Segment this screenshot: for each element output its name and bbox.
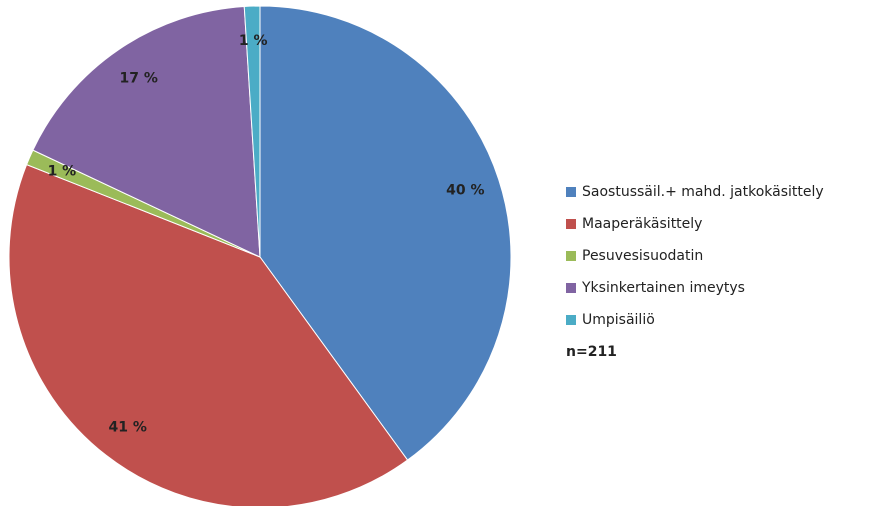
data-label: 1 % [239, 33, 268, 49]
legend-swatch [566, 315, 576, 325]
legend-swatch [566, 251, 576, 261]
pie-slice [259, 5, 512, 461]
legend-label: Saostussäil.+ mahd. jatkokäsittely [582, 184, 824, 200]
legend-swatch [566, 283, 576, 293]
pie-slice [32, 5, 261, 258]
annotation: n=211 [566, 344, 617, 360]
pie-slice [243, 5, 261, 258]
pie-slice [8, 163, 409, 506]
legend-label: Yksinkertainen imeytys [581, 280, 745, 296]
data-label: 40 % [446, 182, 484, 198]
data-label: 41 % [109, 420, 147, 436]
legend-label: Maaperäkäsittely [582, 216, 702, 232]
data-label: 17 % [119, 70, 157, 86]
legend-swatch [566, 187, 576, 197]
legend-swatch [566, 219, 576, 229]
legend-label: Pesuvesisuodatin [582, 248, 703, 264]
legend-label: Umpisäiliö [582, 312, 655, 328]
data-label: 1 % [48, 163, 77, 179]
